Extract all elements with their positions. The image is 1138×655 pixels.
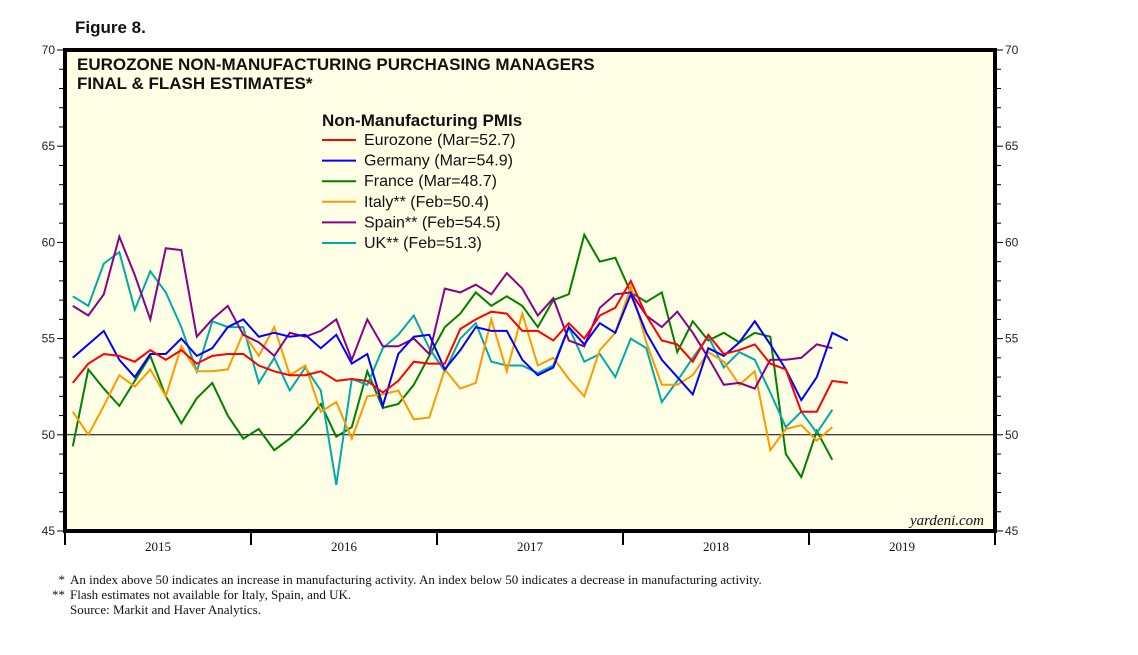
x-tick-label: 2018 bbox=[703, 539, 729, 554]
plot-frame bbox=[63, 48, 997, 533]
legend-label: Eurozone (Mar=52.7) bbox=[364, 132, 516, 149]
y-tick-label-left: 60 bbox=[42, 235, 56, 249]
footnote-2: ** Flash estimates not available for Ital… bbox=[40, 587, 762, 602]
y-tick-label-left: 65 bbox=[42, 139, 56, 153]
x-tick-label: 2016 bbox=[331, 539, 358, 554]
chart-title-line-1: EUROZONE NON-MANUFACTURING PURCHASING MA… bbox=[77, 55, 595, 74]
legend-label: UK** (Feb=51.3) bbox=[364, 235, 482, 252]
legend-label: Germany (Mar=54.9) bbox=[364, 153, 513, 170]
y-tick-label-right: 60 bbox=[1005, 235, 1019, 249]
figure-label: Figure 8. bbox=[75, 18, 146, 37]
y-tick-label-left: 45 bbox=[42, 524, 56, 538]
y-tick-label-right: 70 bbox=[1005, 43, 1019, 57]
series-line-germany bbox=[72, 291, 849, 410]
x-tick-label: 2015 bbox=[145, 539, 171, 554]
footnote-mark: * bbox=[58, 572, 66, 587]
y-tick-label-right: 65 bbox=[1005, 139, 1019, 153]
y-tick-label-left: 70 bbox=[42, 43, 56, 57]
footnote-text: Source: Markit and Haver Analytics. bbox=[70, 602, 261, 617]
footnote-text: An index above 50 indicates an increase … bbox=[70, 572, 762, 587]
footnotes: * An index above 50 indicates an increase… bbox=[40, 572, 762, 617]
footnote-text: Flash estimates not available for Italy,… bbox=[70, 587, 352, 602]
watermark: yardeni.com bbox=[908, 513, 984, 529]
plot-area bbox=[65, 50, 995, 531]
y-tick-label-right: 50 bbox=[1005, 428, 1019, 442]
y-tick-label-right: 45 bbox=[1005, 524, 1019, 538]
x-tick-label: 2019 bbox=[889, 539, 915, 554]
x-axis: 2015 2016 2017 2018 2019 bbox=[64, 531, 996, 554]
legend-title: Non-Manufacturing PMIs bbox=[322, 111, 522, 130]
footnote-source: Source: Markit and Haver Analytics. bbox=[40, 602, 762, 617]
series-group bbox=[71, 232, 849, 485]
chart-title-line-2: FINAL & FLASH ESTIMATES* bbox=[77, 74, 313, 93]
x-tick-label: 2017 bbox=[517, 539, 544, 554]
y-tick-label-right: 55 bbox=[1005, 332, 1019, 346]
footnote-1: * An index above 50 indicates an increase… bbox=[40, 572, 762, 587]
legend: Eurozone (Mar=52.7) Germany (Mar=54.9) Fra… bbox=[322, 132, 516, 252]
series-line-eurozone bbox=[72, 278, 848, 413]
y-tick-label-left: 55 bbox=[42, 332, 56, 346]
footnote-mark: ** bbox=[52, 587, 65, 602]
legend-label: Italy** (Feb=50.4) bbox=[364, 194, 489, 211]
legend-label: France (Mar=48.7) bbox=[364, 173, 497, 190]
y-axis-right: 45 50 55 60 65 70 bbox=[995, 43, 1019, 538]
y-tick-label-left: 50 bbox=[42, 428, 56, 442]
legend-label: Spain** (Feb=54.5) bbox=[364, 214, 501, 231]
footnote-mark bbox=[40, 602, 70, 617]
y-axis-left: 45 50 55 60 65 70 bbox=[42, 43, 65, 538]
